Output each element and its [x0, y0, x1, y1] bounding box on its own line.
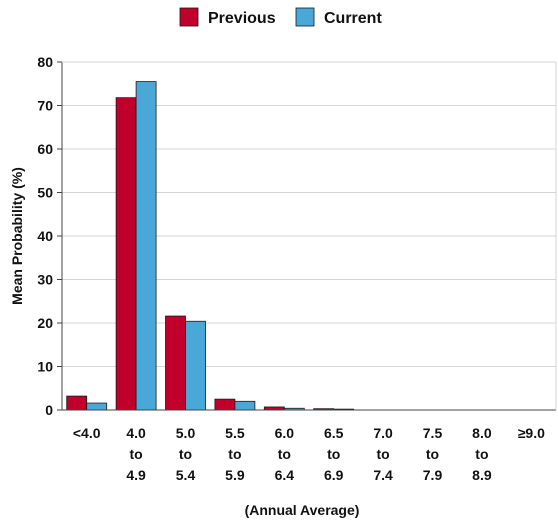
y-axis-title: Mean Probability (%) [9, 167, 25, 305]
bar-current-0 [86, 402, 108, 411]
legend-label-current: Current [324, 10, 382, 27]
x-tick-label: <4.0 [73, 425, 101, 441]
y-tick-label: 20 [37, 315, 53, 331]
y-tick-label: 50 [37, 185, 53, 201]
x-tick-label: 5.5 to 5.9 [225, 425, 245, 483]
y-tick-label: 10 [37, 359, 53, 375]
legend-label-previous: Previous [208, 10, 276, 27]
bar-previous-2 [165, 315, 186, 411]
bar-current-3 [234, 400, 256, 411]
x-tick-label: 8.0 to 8.9 [472, 425, 492, 483]
bar-previous-0 [66, 395, 88, 411]
bar-previous-3 [214, 398, 236, 411]
x-tick-label: 6.0 to 6.4 [275, 425, 295, 483]
bar-current-2 [185, 320, 206, 411]
y-tick-label: 80 [37, 54, 53, 70]
bars [66, 81, 384, 411]
x-axis-title: (Annual Average) [245, 502, 360, 518]
y-tick-label: 0 [45, 402, 53, 418]
y-tick-labels: 0 10 20 30 40 50 60 70 80 [37, 54, 62, 418]
x-tick-label: 7.0 to 7.4 [373, 425, 393, 483]
x-tick-label: 7.5 to 7.9 [423, 425, 443, 483]
x-tick-label: 6.5 to 6.9 [324, 425, 344, 483]
x-tick-label: 4.0 to 4.9 [126, 425, 146, 483]
legend-swatch-current [295, 7, 315, 27]
legend: Previous Current [179, 7, 382, 27]
bar-previous-1 [115, 97, 137, 411]
x-tick-label: ≥9.0 [518, 425, 545, 441]
legend-swatch-previous [179, 7, 199, 27]
x-tick-labels: <4.0 4.0 to 4.9 5.0 to 5.4 5.5 to 5.9 6.0 to 6.4 6.5 t… [73, 425, 545, 483]
y-tick-label: 60 [37, 141, 53, 157]
y-tick-label: 40 [37, 228, 53, 244]
y-tick-label: 30 [37, 272, 53, 288]
y-tick-label: 70 [37, 98, 53, 114]
x-tick-label: 5.0 to 5.4 [176, 425, 196, 483]
bar-current-1 [135, 81, 157, 411]
